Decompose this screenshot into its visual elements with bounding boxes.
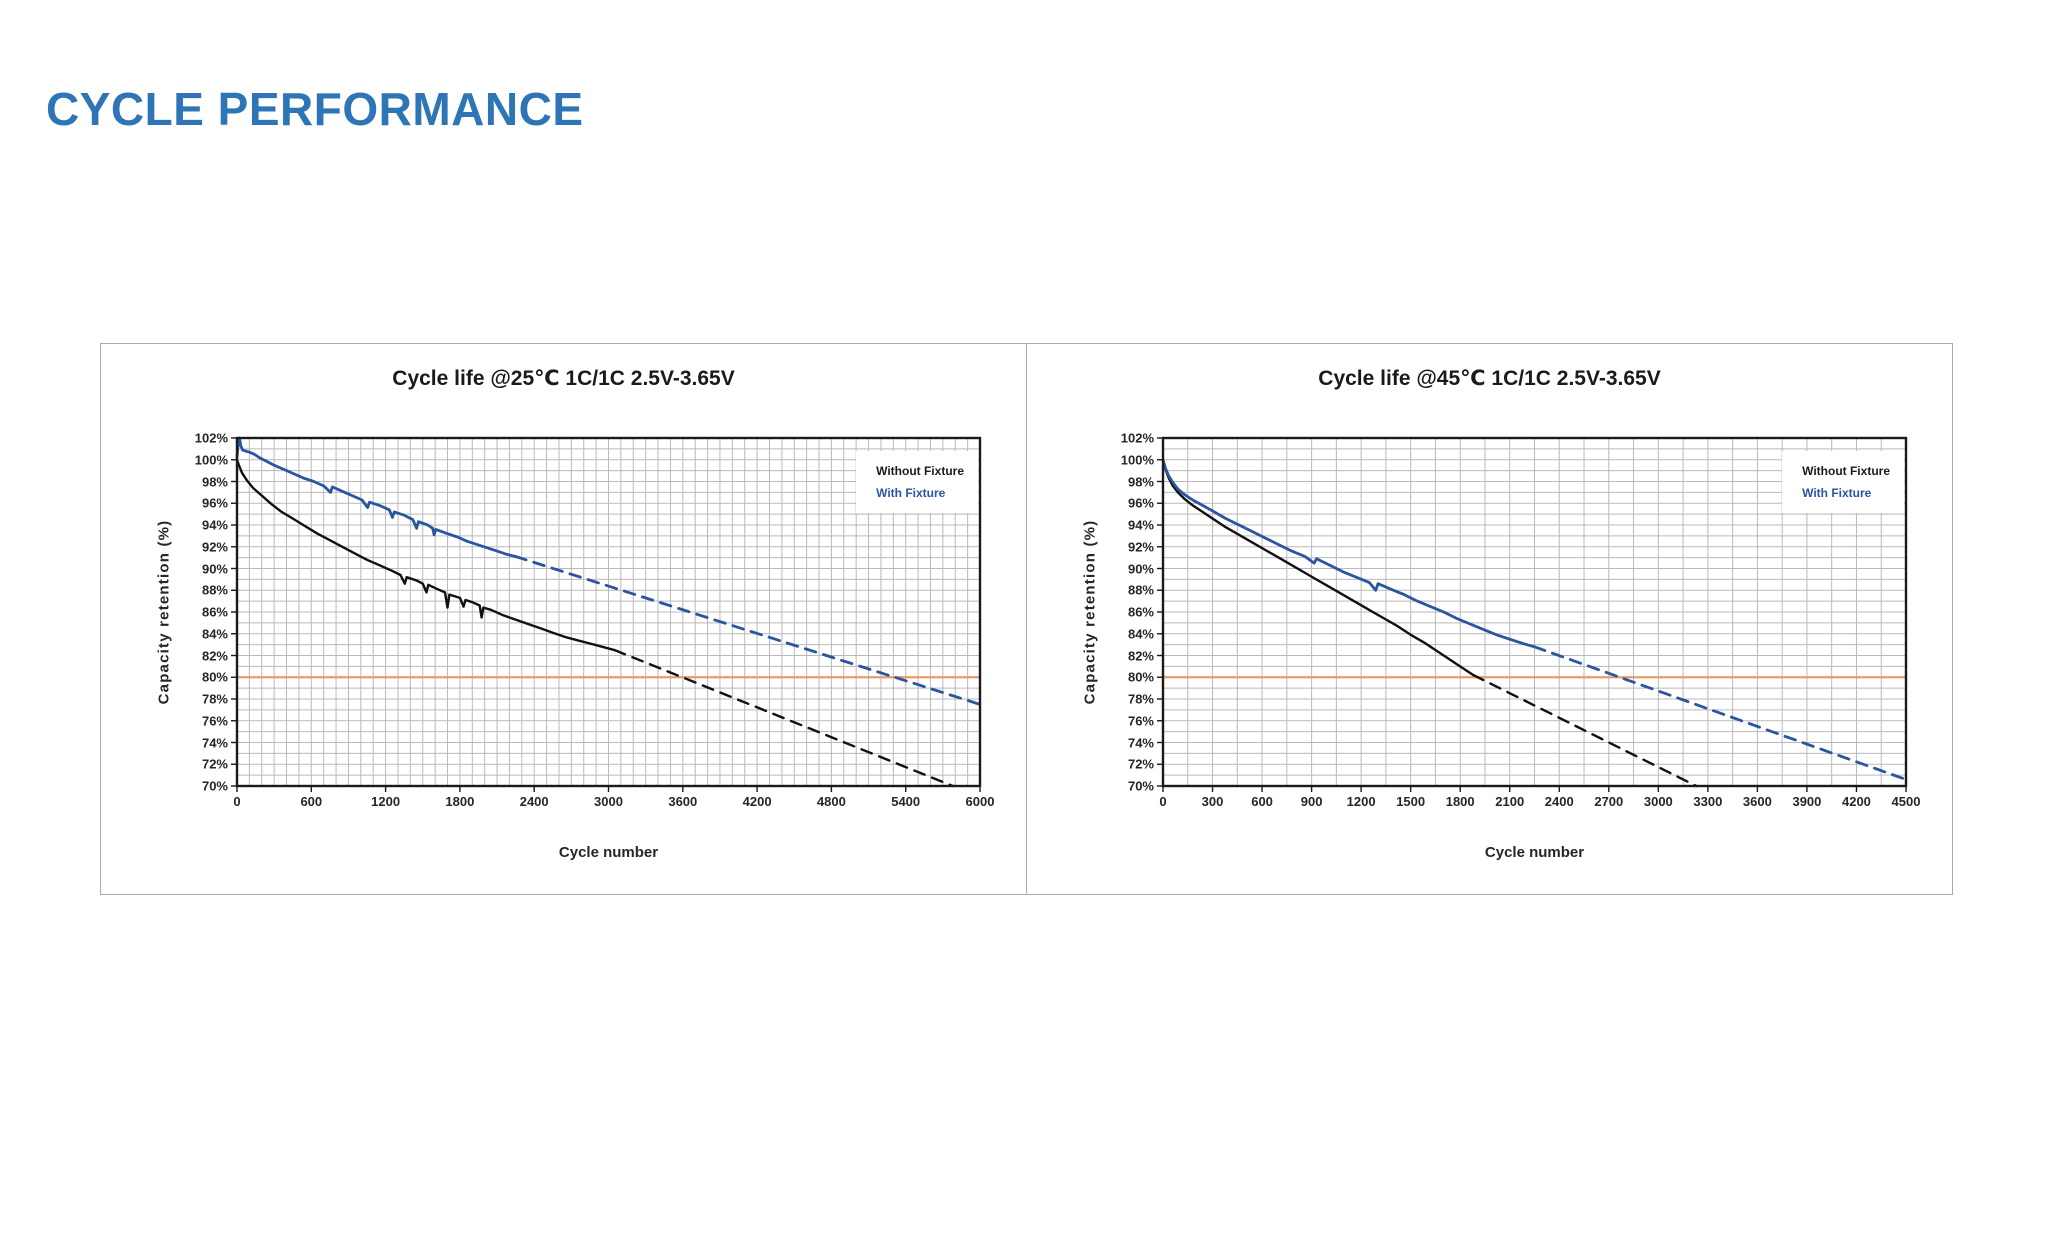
y-tick-label: 94% (1127, 517, 1154, 533)
y-tick-label: 76% (201, 713, 228, 729)
y-tick-label: 86% (201, 604, 228, 620)
y-tick-label: 70% (1127, 778, 1154, 794)
x-tick-label: 4800 (816, 794, 846, 809)
legend-item-with-fixture: With Fixture (1802, 486, 1872, 500)
y-tick-label: 96% (201, 495, 228, 511)
y-tick-label: 92% (201, 539, 228, 555)
legend-25c: Without Fixture With Fixture (856, 451, 978, 513)
x-tick-label: 2700 (1594, 794, 1624, 809)
x-tick-label: 3000 (594, 794, 623, 809)
y-tick-label: 82% (1127, 648, 1154, 663)
y-axis-title-45c: Capacity retention (%) (1081, 519, 1099, 705)
x-tick-label: 1200 (371, 794, 401, 809)
y-tick-label: 82% (201, 648, 228, 663)
y-tick-label: 84% (201, 626, 228, 642)
y-tick-label: 100% (1120, 452, 1154, 468)
y-tick-label: 90% (1127, 561, 1154, 576)
x-tick-label: 5400 (891, 794, 921, 809)
y-tick-label: 96% (1127, 495, 1154, 511)
x-tick-label: 0 (1159, 794, 1167, 809)
y-tick-label: 78% (201, 691, 228, 707)
chart-panel-25c: Cycle life @25℃ 1C/1C 2.5V-3.65V Capacit… (100, 343, 1027, 895)
plot-area-25c: Capacity retention (%) 102% 100% 98% 96% 94%… (156, 431, 995, 810)
chart-title-45c: Cycle life @45℃ 1C/1C 2.5V-3.65V (1318, 367, 1661, 390)
x-tick-label: 3600 (1742, 794, 1772, 809)
y-tick-label: 70% (201, 778, 228, 794)
y-tick-label: 80% (201, 669, 228, 685)
x-tick-label: 3600 (668, 794, 698, 809)
series-line (1533, 645, 1908, 781)
x-axis-title-45c: Cycle number (1484, 844, 1585, 861)
x-tick-label: 1800 (445, 794, 475, 809)
x-tick-label: 2400 (519, 794, 549, 809)
x-tick-label: 4200 (1841, 794, 1871, 809)
slide-title: CYCLE PERFORMANCE (46, 83, 584, 135)
legend-item-without-fixture: Without Fixture (876, 464, 964, 478)
x-tick-label: 1800 (1445, 794, 1475, 809)
y-tick-label: 90% (201, 561, 228, 576)
x-tick-label: 3000 (1643, 794, 1673, 809)
x-tick-label: 4500 (1891, 794, 1921, 809)
x-tick-label: 4200 (742, 794, 772, 809)
series-line (1161, 458, 1536, 649)
x-tick-label: 600 (300, 794, 323, 809)
series-line (514, 555, 982, 706)
y-tick-label: 98% (1127, 474, 1154, 489)
x-tick-label: 3300 (1693, 794, 1723, 809)
chart-panel-45c: Cycle life @45℃ 1C/1C 2.5V-3.65V Capacit… (1026, 343, 1953, 895)
x-tick-label: 2400 (1544, 794, 1574, 809)
x-tick-label: 1500 (1396, 794, 1426, 809)
x-tick-label: 6000 (965, 794, 995, 809)
y-tick-label: 92% (1127, 539, 1154, 555)
y-tick-label: 80% (1127, 669, 1154, 685)
chart-title-25c: Cycle life @25℃ 1C/1C 2.5V-3.65V (392, 367, 735, 390)
series-line (1472, 673, 1698, 788)
y-tick-label: 72% (201, 756, 228, 772)
x-tick-label: 1200 (1346, 794, 1376, 809)
series-line (1161, 458, 1475, 677)
y-tick-label: 102% (1120, 430, 1154, 446)
legend-item-with-fixture: With Fixture (876, 486, 946, 500)
x-tick-label: 0 (233, 794, 241, 809)
y-tick-label: 78% (1127, 691, 1154, 707)
x-tick-label: 2100 (1495, 794, 1525, 809)
x-tick-label: 3900 (1792, 794, 1822, 809)
y-tick-label: 98% (201, 474, 228, 489)
plot-area-45c: Capacity retention (%) 102% 100% 98% 96% 94%… (1082, 431, 1921, 810)
y-tick-label: 74% (201, 735, 228, 750)
y-tick-label: 100% (194, 452, 228, 468)
x-tick-label: 900 (1300, 794, 1323, 809)
y-axis-title-25c: Capacity retention (%) (155, 519, 173, 705)
plot-svg-45c (1157, 436, 1908, 792)
y-tick-label: 76% (1127, 713, 1154, 729)
legend-45c: Without Fixture With Fixture (1782, 451, 1904, 513)
y-tick-label: 72% (1127, 756, 1154, 772)
series-line (613, 648, 954, 788)
y-tick-label: 94% (201, 517, 228, 533)
y-tick-label: 84% (1127, 626, 1154, 642)
legend-item-without-fixture: Without Fixture (1802, 464, 1890, 478)
y-tick-label: 102% (194, 430, 228, 446)
y-tick-label: 86% (1127, 604, 1154, 620)
x-axis-title-25c: Cycle number (558, 844, 659, 861)
series-line (235, 458, 616, 652)
series-line (235, 436, 517, 558)
x-tick-label: 600 (1251, 794, 1273, 809)
y-tick-label: 74% (1127, 735, 1154, 750)
x-tick-label: 300 (1201, 794, 1224, 809)
y-tick-label: 88% (201, 582, 228, 598)
y-tick-label: 88% (1127, 582, 1154, 598)
